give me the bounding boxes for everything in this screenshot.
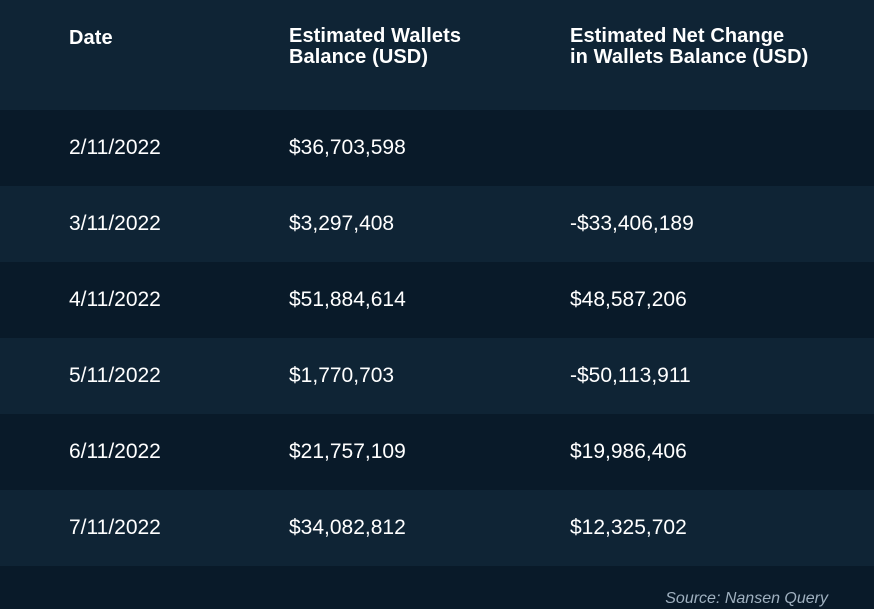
header-net-change-line2: in Wallets Balance (USD) — [570, 46, 809, 68]
header-net-change-line1: Estimated Net Change — [570, 25, 785, 47]
table-row: 2/11/2022 $36,703,598 — [0, 110, 874, 186]
header-date-line1: Date — [69, 27, 113, 49]
balance-cell: $3,297,408 — [289, 212, 395, 235]
table-row: 5/11/2022 $1,770,703 -$50,113,911 — [0, 338, 874, 414]
date-cell: 2/11/2022 — [69, 136, 161, 159]
table-row: 7/11/2022 $34,082,812 $12,325,702 — [0, 490, 874, 566]
net-change-cell: $19,986,406 — [570, 440, 687, 463]
table-header: Date Estimated Wallets Balance (USD) Est… — [0, 0, 874, 110]
date-cell: 5/11/2022 — [69, 364, 161, 387]
table-row: 4/11/2022 $51,884,614 $48,587,206 — [0, 262, 874, 338]
balance-cell: $34,082,812 — [289, 516, 406, 539]
net-change-cell: $48,587,206 — [570, 288, 687, 311]
table-footer-band — [0, 566, 874, 609]
date-cell: 3/11/2022 — [69, 212, 161, 235]
source-note: Source: Nansen Query — [665, 590, 828, 607]
balance-cell: $1,770,703 — [289, 364, 395, 387]
table-row: 6/11/2022 $21,757,109 $19,986,406 — [0, 414, 874, 490]
date-cell: 6/11/2022 — [69, 440, 161, 463]
date-cell: 4/11/2022 — [69, 288, 161, 311]
header-balance-line2: Balance (USD) — [289, 46, 429, 68]
net-change-cell: -$33,406,189 — [570, 212, 694, 235]
date-cell: 7/11/2022 — [69, 516, 161, 539]
balance-cell: $21,757,109 — [289, 440, 406, 463]
header-date: Date — [69, 28, 113, 49]
table-row: 3/11/2022 $3,297,408 -$33,406,189 — [0, 186, 874, 262]
net-change-cell: -$50,113,911 — [570, 364, 691, 387]
header-balance-line1: Estimated Wallets — [289, 25, 462, 47]
balance-cell: $51,884,614 — [289, 288, 406, 311]
header-balance: Estimated Wallets Balance (USD) — [289, 26, 461, 68]
net-change-cell: $12,325,702 — [570, 516, 687, 539]
balance-cell: $36,703,598 — [289, 136, 406, 159]
header-net-change: Estimated Net Change in Wallets Balance … — [570, 26, 808, 68]
